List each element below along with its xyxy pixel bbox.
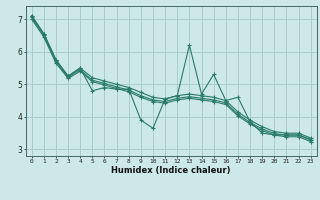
X-axis label: Humidex (Indice chaleur): Humidex (Indice chaleur) [111,166,231,175]
